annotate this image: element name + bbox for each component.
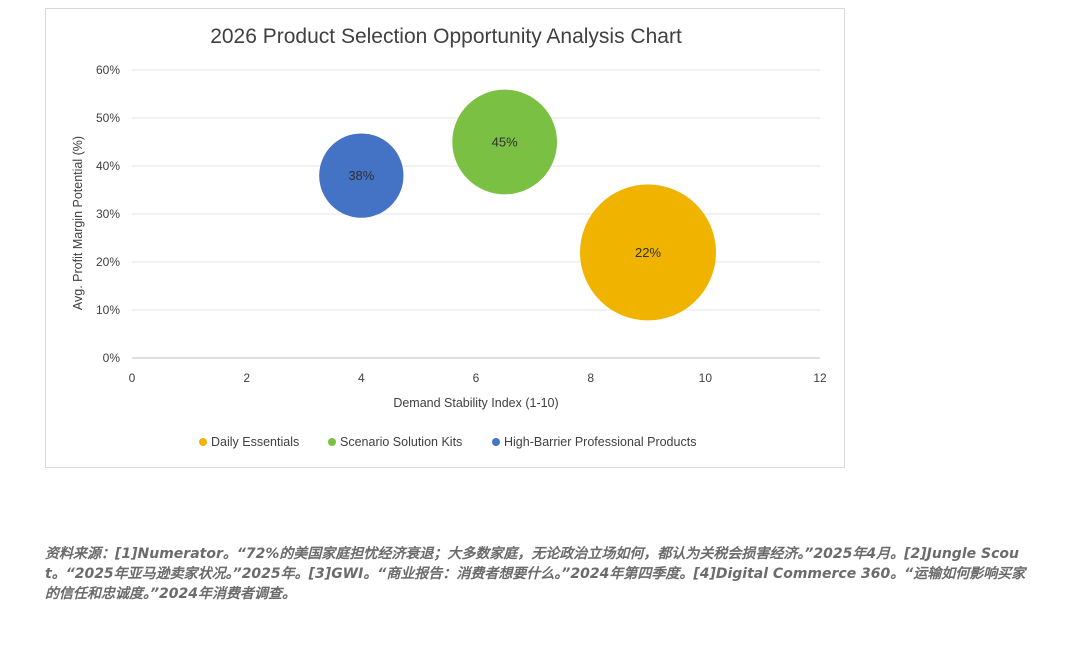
y-tick-label: 0% (103, 351, 121, 365)
bubble-scenario-solution-kits (452, 89, 558, 195)
legend-marker (199, 438, 207, 446)
bubble-data-label: 45% (492, 135, 518, 150)
chart-title: 2026 Product Selection Opportunity Analy… (210, 25, 682, 48)
legend: Daily Essentials Scenario Solution Kits Hi… (199, 435, 696, 449)
x-tick-label: 10 (699, 371, 713, 385)
bubble-data-label: 22% (635, 245, 661, 260)
y-tick-label: 50% (96, 111, 120, 125)
y-axis-label: Avg. Profit Margin Potential (%) (71, 136, 85, 310)
y-tick-label: 40% (96, 159, 120, 173)
y-axis-ticks: 0% 10% 20% 30% 40% 50% 60% (96, 63, 120, 365)
y-tick-label: 10% (96, 303, 120, 317)
bubble-daily-essentials (580, 184, 716, 321)
legend-label: Daily Essentials (211, 435, 299, 449)
x-tick-label: 2 (243, 371, 250, 385)
legend-label: Scenario Solution Kits (340, 435, 462, 449)
bubble-data-label: 38% (348, 168, 374, 183)
x-tick-label: 6 (473, 371, 480, 385)
x-tick-label: 0 (129, 371, 136, 385)
bubbles: 22% 45% 38% (319, 89, 716, 321)
x-tick-label: 12 (813, 371, 827, 385)
source-footnote: 资料来源：[1]Numerator。“72%的美国家庭担忧经济衰退；大多数家庭，… (45, 546, 1026, 602)
y-tick-label: 60% (96, 63, 120, 77)
bubble-high-barrier-professional-products (319, 133, 404, 218)
legend-marker (492, 438, 500, 446)
x-tick-label: 4 (358, 371, 365, 385)
legend-marker (328, 438, 336, 446)
y-tick-label: 20% (96, 255, 120, 269)
legend-item-daily-essentials: Daily Essentials (199, 435, 299, 449)
legend-item-scenario-solution-kits: Scenario Solution Kits (328, 435, 462, 449)
chart-container: 2026 Product Selection Opportunity Analy… (45, 8, 845, 468)
x-axis-ticks: 0 2 4 6 8 10 12 (129, 371, 827, 385)
y-tick-label: 30% (96, 207, 120, 221)
legend-item-high-barrier-professional-products: High-Barrier Professional Products (492, 435, 696, 449)
bubble-chart: 2026 Product Selection Opportunity Analy… (71, 25, 827, 449)
legend-label: High-Barrier Professional Products (504, 435, 696, 449)
x-tick-label: 8 (587, 371, 594, 385)
x-axis-label: Demand Stability Index (1-10) (393, 396, 558, 410)
